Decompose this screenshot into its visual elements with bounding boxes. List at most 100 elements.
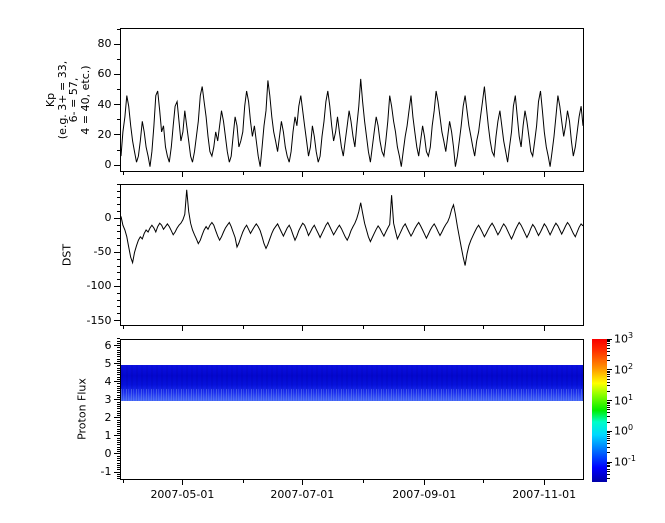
x-minor-tick [242,172,244,175]
y-minor-tick [116,467,120,469]
y-tick-label: 0 [104,211,112,225]
y-minor-tick [116,272,120,274]
colorbar-major-tick [607,400,612,402]
colorbar-minor-tick [607,339,610,341]
y-minor-tick [116,392,120,394]
proton-flux-panel [119,338,584,480]
date-label: 2007-11-01 [512,488,577,501]
y-major-tick [113,251,120,253]
colorbar-minor-tick [607,468,610,470]
y-major-tick [113,399,120,401]
y-major-tick [113,164,120,166]
y-minor-tick [116,412,120,414]
colorbar-tick-label: 10-1 [614,454,636,469]
y-minor-tick [116,394,120,396]
y-minor-tick [116,306,120,308]
colorbar-minor-tick [607,404,610,406]
x-major-tick [301,326,303,331]
y-minor-tick [116,365,120,367]
x-major-tick [423,172,425,177]
x-major-tick [301,480,303,485]
y-minor-tick [116,204,120,206]
y-tick-label: 6 [104,338,112,352]
y-minor-tick [116,442,120,444]
y-tick-label: 0 [104,446,112,460]
y-tick-label: 20 [97,127,112,141]
y-minor-tick [116,119,120,121]
x-minor-tick [122,172,124,175]
y-tick-label: 4 [104,374,112,388]
y-minor-tick [116,210,120,212]
y-minor-tick [116,279,120,281]
colorbar-minor-tick [607,374,610,376]
y-minor-tick [116,401,120,403]
x-minor-tick [242,480,244,483]
y-minor-tick [116,374,120,376]
colorbar-minor-tick [607,341,610,343]
colorbar [592,339,607,482]
colorbar-minor-tick [607,350,610,352]
colorbar-minor-tick [607,406,610,408]
y-minor-tick [116,149,120,151]
colorbar-minor-tick [607,409,610,411]
band-columns [120,364,583,401]
y-minor-tick [116,28,120,30]
colorbar-minor-tick [607,343,610,345]
x-minor-tick [362,480,364,483]
dst-panel [119,183,584,326]
x-minor-tick [482,480,484,483]
y-minor-tick [116,367,120,369]
colorbar-major-tick [607,338,612,340]
y-minor-tick [116,183,120,185]
y-tick-label: 80 [97,37,112,51]
y-major-tick [113,217,120,219]
colorbar-tick-label: 102 [614,361,634,377]
colorbar-minor-tick [607,477,610,479]
y-minor-tick [116,478,120,480]
y-major-tick [113,471,120,473]
y-minor-tick [116,424,120,426]
y-minor-tick [116,299,120,301]
y-minor-tick [116,473,120,475]
x-major-tick [301,172,303,177]
y-major-tick [113,345,120,347]
colorbar-minor-tick [607,452,610,454]
y-minor-tick [116,387,120,389]
x-minor-tick [242,326,244,329]
y-minor-tick [116,406,120,408]
colorbar-minor-tick [607,433,610,435]
y-minor-tick [116,358,120,360]
y-minor-tick [116,340,120,342]
x-major-tick [543,326,545,331]
x-minor-tick [482,172,484,175]
y-minor-tick [116,410,120,412]
y-minor-tick [116,430,120,432]
y-minor-tick [116,338,120,340]
x-major-tick [181,326,183,331]
y-minor-tick [116,464,120,466]
y-minor-tick [116,437,120,439]
y-minor-tick [116,419,120,421]
colorbar-minor-tick [607,416,610,418]
colorbar-minor-tick [607,378,610,380]
colorbar-minor-tick [607,385,610,387]
kp-index-time-series [120,78,583,167]
colorbar-minor-tick [607,464,610,466]
y-minor-tick [116,347,120,349]
colorbar-minor-tick [607,432,610,434]
y-minor-tick [116,421,120,423]
y-minor-tick [116,446,120,448]
colorbar-minor-tick [607,437,610,439]
colorbar-minor-tick [607,401,610,403]
y-tick-label: -50 [93,245,112,259]
y-minor-tick [116,451,120,453]
y-minor-tick [116,89,120,91]
colorbar-minor-tick [607,370,610,372]
colorbar-minor-tick [607,463,610,465]
y-minor-tick [116,238,120,240]
band-striations [120,389,583,401]
y-major-tick [113,363,120,365]
y-minor-tick [116,265,120,267]
y-minor-tick [116,403,120,405]
y-major-tick [113,381,120,383]
